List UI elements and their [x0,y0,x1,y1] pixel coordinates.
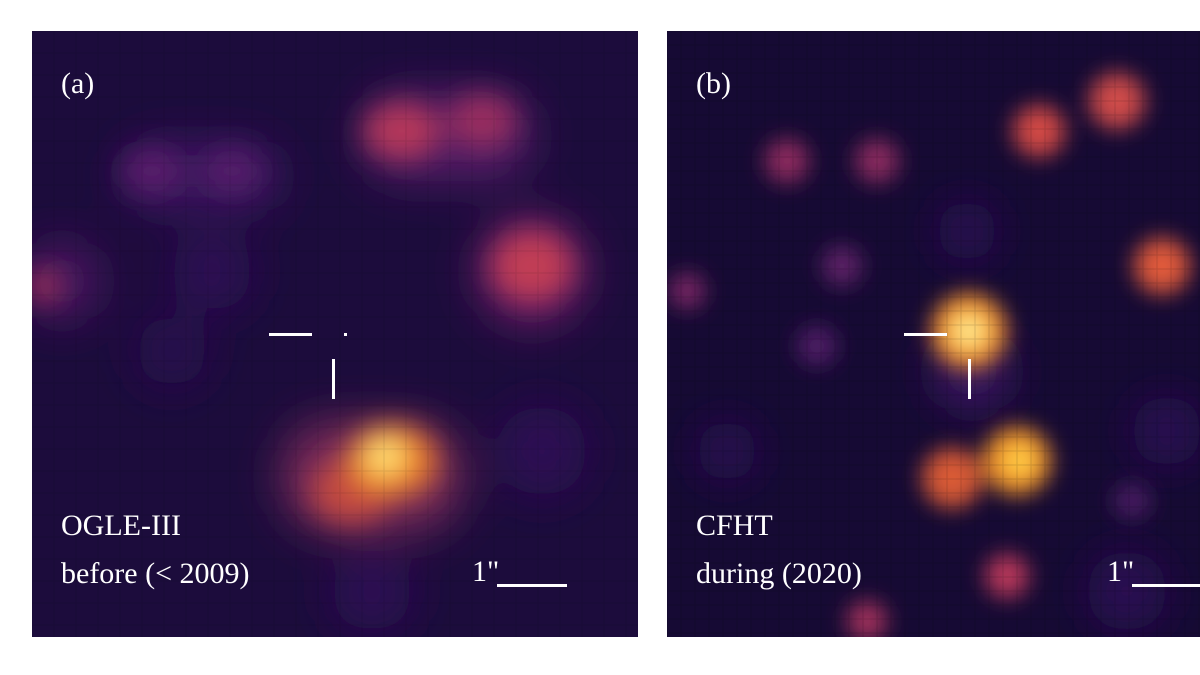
panel-a-ogle-image: (a) OGLE-III before (< 2009) 1" [32,31,638,637]
panel-a-marker-vertical [332,359,335,399]
panel-a-survey: OGLE-III [61,509,181,542]
panel-b-scale-bar [1132,584,1200,587]
panel-a-scale-bar [497,584,567,587]
panel-b-marker-horizontal [904,333,947,336]
panel-b-label: (b) [696,67,731,100]
panel-a-label: (a) [61,67,95,100]
panel-b-marker-vertical [968,359,971,399]
panel-a-marker-horizontal [269,333,312,336]
panel-a-star-field [32,31,638,637]
panel-a-target-dot [344,333,347,336]
panel-b-scale-label: 1" [1107,555,1135,588]
panel-b-star-field [667,31,1200,637]
panel-a-scale-label: 1" [472,555,500,588]
panel-a-epoch: before (< 2009) [61,557,250,590]
panel-b-cfht-image: (b) CFHT during (2020) 1" [667,31,1200,637]
panel-b-survey: CFHT [696,509,773,542]
panel-b-epoch: during (2020) [696,557,862,590]
